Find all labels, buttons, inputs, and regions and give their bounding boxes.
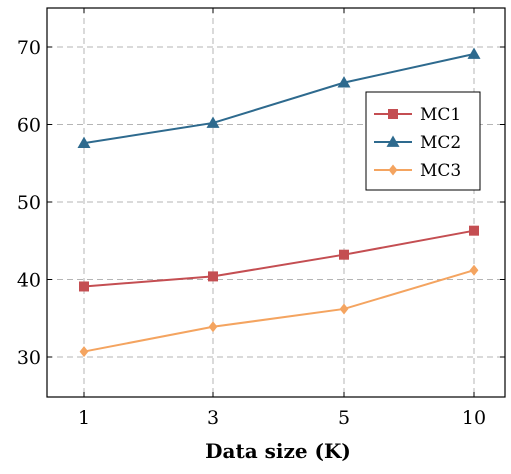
y-tick-label: 70 [17, 37, 41, 59]
plot-frame [46, 7, 506, 398]
series-mc3 [79, 264, 479, 358]
data-point-mc3 [339, 303, 349, 315]
y-tick-label: 30 [17, 347, 41, 369]
legend-item-mc3: MC3 [374, 161, 461, 181]
x-tick-label: 5 [338, 407, 350, 429]
x-tick-label: 10 [462, 407, 486, 429]
legend: MC1 MC2 MC3 [365, 91, 481, 191]
data-point-mc3 [208, 321, 218, 333]
data-point-mc2 [206, 116, 220, 128]
series-line-mc3 [83, 269, 475, 353]
data-point-mc1 [79, 281, 89, 292]
legend-label-mc3: MC3 [420, 161, 461, 181]
series-mc1 [79, 225, 479, 292]
legend-item-mc2: MC2 [374, 133, 461, 153]
y-tick-label: 60 [17, 115, 41, 137]
data-point-mc2 [337, 76, 351, 88]
series-line-mc1 [83, 229, 475, 288]
data-point-mc3 [469, 264, 479, 276]
y-tick-label: 50 [17, 192, 41, 214]
data-point-mc2 [77, 136, 91, 148]
legend-label-mc1: MC1 [420, 105, 461, 125]
series-layer [77, 47, 481, 358]
data-point-mc3 [79, 346, 89, 358]
legend-label-mc2: MC2 [420, 133, 461, 153]
grid-layer [47, 8, 505, 397]
data-point-mc2 [467, 47, 481, 59]
data-point-mc1 [208, 271, 218, 282]
series-mc2 [77, 47, 481, 148]
data-point-mc1 [339, 249, 349, 260]
axes-layer: 30 40 50 60 70 1 3 5 10 [17, 8, 505, 429]
legend-marker-mc3 [388, 164, 398, 176]
legend-marker-mc2 [386, 135, 400, 147]
legend-marker-mc1 [388, 109, 398, 119]
legend-item-mc1: MC1 [374, 105, 461, 125]
y-tick-label: 40 [17, 270, 41, 292]
x-tick-label: 1 [78, 407, 90, 429]
x-tick-label: 3 [207, 407, 219, 429]
x-axis-title: Data size (K) [205, 439, 351, 463]
data-point-mc1 [469, 225, 479, 236]
series-line-mc2 [83, 52, 475, 145]
